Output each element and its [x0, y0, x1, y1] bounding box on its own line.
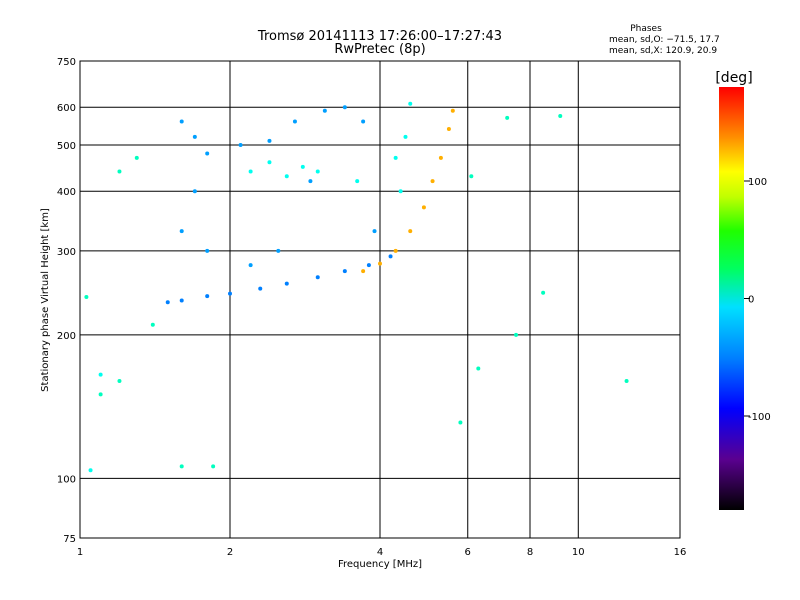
data-point — [355, 179, 360, 184]
data-point — [165, 300, 170, 305]
data-point — [211, 464, 216, 469]
data-point — [541, 290, 546, 295]
stats-line-x: mean, sd,X: 120.9, 20.9 — [609, 46, 717, 56]
data-point — [446, 127, 451, 132]
data-point — [361, 119, 366, 124]
colorbar-tick-label: -100 — [748, 412, 771, 423]
data-point — [238, 142, 243, 147]
data-point — [292, 119, 297, 124]
y-tick-label: 100 — [57, 474, 76, 485]
x-axis-ticks: 1 2 4 6 8 10 16 — [77, 547, 687, 558]
x-tick-label: 4 — [377, 547, 383, 558]
chart-title: Tromsø 20141113 17:26:00–17:27:43 — [257, 29, 502, 44]
data-point — [315, 275, 320, 280]
data-point — [98, 372, 103, 377]
x-tick-label: 16 — [674, 547, 687, 558]
stats-heading: Phases — [630, 24, 662, 34]
data-point — [315, 169, 320, 174]
data-point — [228, 291, 232, 296]
data-point — [388, 254, 393, 259]
data-point — [134, 155, 139, 160]
data-point — [192, 134, 197, 139]
data-point — [469, 174, 474, 179]
y-tick-label: 75 — [63, 534, 76, 545]
data-point — [372, 229, 377, 234]
data-point — [267, 138, 272, 143]
data-point — [403, 134, 408, 139]
y-axis-label: Stationary phase Virtual Height [km] — [40, 208, 51, 392]
colorbar-ticks: 100 0 -100 — [744, 177, 771, 423]
y-tick-label: 750 — [57, 57, 76, 68]
colorbar-label: [deg] — [715, 70, 752, 86]
data-point — [117, 169, 122, 174]
data-point — [205, 151, 210, 156]
data-point — [179, 464, 184, 469]
data-point — [267, 160, 272, 165]
data-point — [408, 229, 413, 234]
colorbar-tick-label: 0 — [748, 295, 754, 306]
y-tick-label: 400 — [57, 187, 76, 198]
data-point — [450, 108, 455, 113]
data-point — [421, 205, 426, 210]
x-tick-label: 2 — [227, 547, 233, 558]
scatter-points — [84, 101, 629, 473]
data-point — [393, 248, 398, 253]
data-point — [284, 174, 289, 179]
data-point — [276, 248, 281, 253]
data-point — [84, 295, 89, 300]
x-axis-label: Frequency [MHz] — [338, 559, 422, 570]
data-point — [300, 164, 305, 169]
data-point — [308, 179, 313, 184]
data-point — [514, 332, 519, 337]
data-point — [558, 114, 563, 119]
data-point — [117, 379, 122, 384]
x-tick-label: 10 — [572, 547, 585, 558]
data-point — [205, 248, 210, 253]
x-tick-label: 6 — [465, 547, 471, 558]
data-point — [205, 294, 210, 299]
y-tick-label: 200 — [57, 331, 76, 342]
data-point — [505, 115, 510, 120]
plot-frame — [79, 60, 681, 539]
data-point — [179, 298, 184, 303]
data-point — [248, 263, 253, 268]
data-point — [192, 189, 197, 194]
x-tick-label: 1 — [77, 547, 83, 558]
y-tick-label: 300 — [57, 247, 76, 258]
y-axis-ticks: 75 100 200 300 400 500 600 750 — [57, 57, 76, 545]
data-point — [179, 119, 184, 124]
stats-line-o: mean, sd,O: −71.5, 17.7 — [609, 35, 720, 45]
data-point — [322, 108, 327, 113]
data-point — [408, 101, 413, 106]
grid-lines — [80, 61, 680, 538]
chart-subtitle: RwPretec (8p) — [334, 42, 425, 57]
y-tick-label: 600 — [57, 103, 76, 114]
data-point — [393, 155, 398, 160]
x-tick-label: 8 — [527, 547, 533, 558]
data-point — [361, 269, 366, 274]
colorbar — [719, 87, 744, 510]
data-point — [458, 420, 463, 425]
colorbar-tick-label: 100 — [748, 177, 767, 188]
data-point — [430, 179, 435, 184]
data-point — [378, 261, 382, 266]
data-point — [284, 281, 289, 286]
data-point — [179, 229, 184, 234]
data-point — [342, 105, 347, 110]
data-point — [366, 263, 371, 268]
data-point — [438, 155, 443, 160]
data-point — [88, 468, 93, 473]
data-point — [476, 366, 481, 371]
y-tick-label: 500 — [57, 141, 76, 152]
data-point — [150, 322, 155, 327]
data-point — [258, 286, 263, 291]
data-point — [248, 169, 253, 174]
data-point — [624, 379, 629, 384]
data-point — [398, 189, 403, 194]
data-point — [98, 392, 103, 397]
data-point — [342, 269, 347, 274]
